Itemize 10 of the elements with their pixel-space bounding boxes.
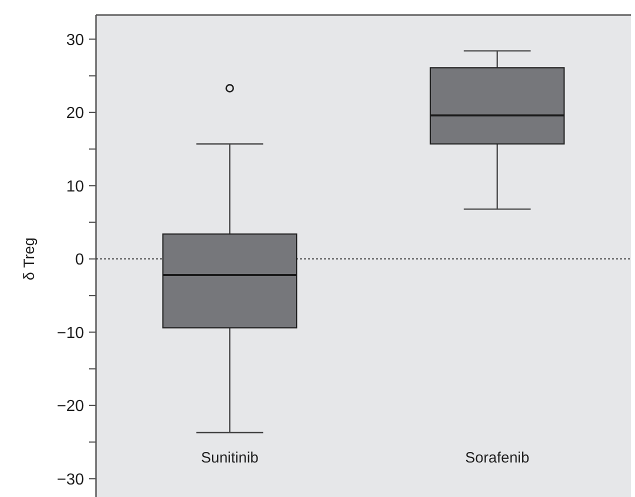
y-tick-label: −10 — [56, 324, 84, 342]
y-tick-label: 20 — [66, 105, 84, 122]
y-tick-label: 10 — [66, 178, 84, 196]
y-tick-label: 0 — [75, 252, 84, 269]
y-tick-label: −20 — [56, 398, 84, 416]
x-tick-label: Sorafenib — [465, 450, 530, 467]
x-tick-label: Sunitinib — [200, 450, 259, 467]
y-tick-label: −30 — [56, 471, 84, 488]
y-tick-label: 30 — [66, 32, 84, 49]
y-axis-title: δ Treg — [21, 238, 38, 280]
